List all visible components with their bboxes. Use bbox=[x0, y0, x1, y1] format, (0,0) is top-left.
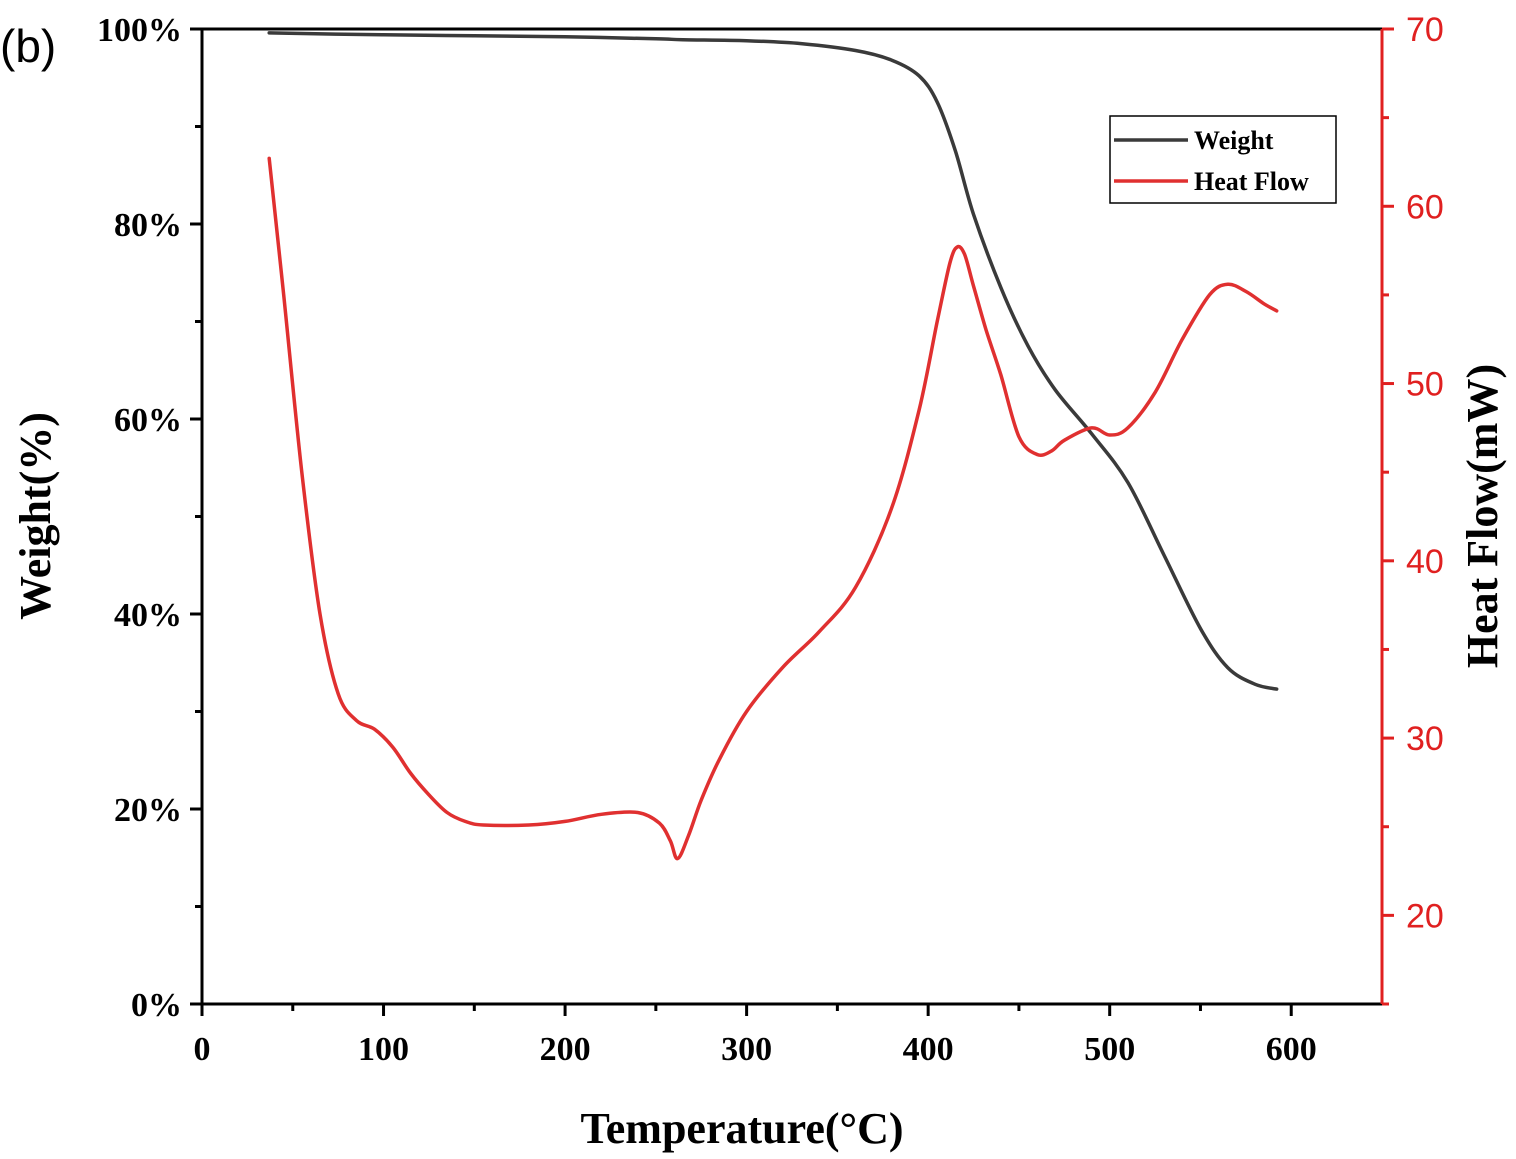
x-tick-label: 0 bbox=[194, 1031, 211, 1068]
right-tick-label: 20 bbox=[1406, 897, 1444, 935]
left-tick-label: 80% bbox=[114, 207, 182, 244]
left-tick-label: 20% bbox=[114, 792, 182, 829]
legend-label-heat-flow: Heat Flow bbox=[1194, 167, 1309, 196]
right-tick-label: 60 bbox=[1406, 188, 1444, 226]
panel-label: (b) bbox=[0, 20, 56, 72]
left-tick-label: 40% bbox=[114, 597, 182, 634]
x-tick-label: 600 bbox=[1266, 1031, 1317, 1068]
right-tick-label: 40 bbox=[1406, 543, 1444, 581]
right-tick-label: 50 bbox=[1406, 366, 1444, 404]
x-tick-label: 100 bbox=[358, 1031, 409, 1068]
legend-label-weight: Weight bbox=[1194, 126, 1274, 155]
legend: Weight Heat Flow bbox=[1109, 115, 1337, 204]
left-tick-label: 60% bbox=[114, 402, 182, 439]
heat-flow-series-line bbox=[267, 156, 1279, 861]
right-y-axis-title: Heat Flow(mW) bbox=[1458, 364, 1507, 668]
left-tick-label: 0% bbox=[131, 987, 182, 1024]
x-tick-label: 500 bbox=[1084, 1031, 1135, 1068]
x-tick-label: 200 bbox=[540, 1031, 591, 1068]
legend-box bbox=[1109, 115, 1337, 204]
x-axis-title: Temperature(°C) bbox=[580, 1104, 903, 1153]
left-y-axis-title: Weight(%) bbox=[11, 412, 60, 620]
x-tick-label: 400 bbox=[903, 1031, 954, 1068]
right-tick-label: 70 bbox=[1406, 11, 1444, 49]
left-tick-label: 100% bbox=[97, 12, 182, 49]
weight-series-line bbox=[267, 31, 1279, 691]
right-tick-label: 30 bbox=[1406, 720, 1444, 758]
x-tick-label: 300 bbox=[721, 1031, 772, 1068]
